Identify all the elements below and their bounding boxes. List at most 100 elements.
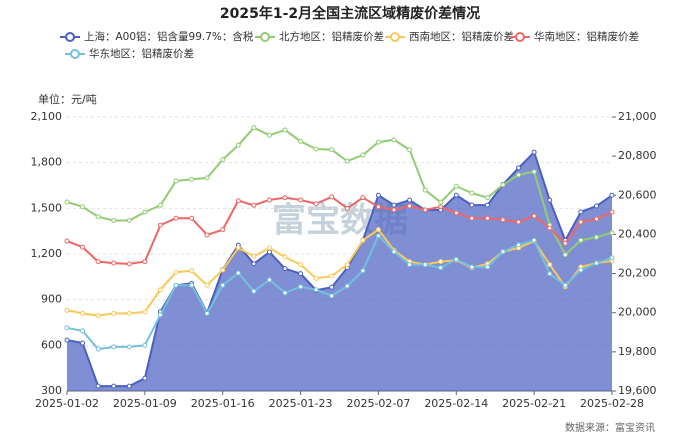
point (453, 183, 459, 189)
legend-label: 华东地区：铝精废价差 (89, 47, 194, 60)
point (220, 157, 226, 163)
point (189, 215, 195, 221)
point (173, 282, 179, 288)
x-tick-label: 2025-01-02 (35, 397, 99, 410)
point (516, 172, 522, 178)
point (562, 252, 568, 258)
point (609, 192, 615, 198)
point (298, 262, 304, 268)
point (142, 309, 148, 315)
point (329, 273, 335, 279)
point (360, 237, 366, 243)
point (484, 202, 490, 208)
line (66, 228, 613, 317)
legend-marker (260, 32, 270, 42)
point (593, 203, 599, 209)
point (95, 214, 101, 220)
point (251, 125, 257, 131)
point (204, 310, 210, 316)
point (126, 261, 132, 267)
point (531, 237, 537, 243)
point (266, 132, 272, 138)
point (126, 383, 132, 389)
point (422, 262, 428, 268)
point (282, 290, 288, 296)
legend-marker (65, 32, 75, 42)
line (66, 126, 613, 257)
point (142, 375, 148, 381)
point (235, 142, 241, 148)
point (266, 245, 272, 251)
point (407, 262, 413, 268)
legend-label: 北方地区：铝精废价差 (279, 30, 384, 43)
point (469, 215, 475, 221)
point (64, 238, 70, 244)
line (66, 233, 613, 351)
point (562, 282, 568, 288)
point (547, 225, 553, 231)
point (142, 259, 148, 265)
point (360, 268, 366, 274)
line (66, 195, 613, 265)
point (562, 240, 568, 246)
y-tick-label: 1,500 (31, 201, 63, 214)
y-tick-label: 600 (41, 338, 62, 351)
point (220, 267, 226, 273)
point (407, 203, 413, 209)
point (453, 256, 459, 262)
point (266, 277, 272, 283)
legend-marker (70, 49, 80, 59)
point (157, 312, 163, 318)
point (204, 232, 210, 238)
x-tick-label: 2025-02-28 (580, 397, 644, 410)
x-tick-label: 2025-01-09 (113, 397, 177, 410)
point (391, 249, 397, 255)
point (111, 383, 117, 389)
point (298, 138, 304, 144)
point (375, 192, 381, 198)
point (578, 219, 584, 225)
point (453, 192, 459, 198)
point (111, 218, 117, 224)
y2-tick-label: 20,200 (618, 267, 657, 280)
point (438, 204, 444, 210)
point (189, 176, 195, 182)
y-axis-label: 单位：元/吨 (38, 92, 97, 106)
point (157, 287, 163, 293)
point (126, 218, 132, 224)
point (531, 213, 537, 219)
point (282, 254, 288, 260)
point (204, 282, 210, 288)
y-tick-label: 300 (41, 384, 62, 397)
point (531, 169, 537, 175)
x-tick-label: 2025-02-07 (346, 397, 410, 410)
point (173, 178, 179, 184)
point (344, 158, 350, 164)
point (407, 197, 413, 203)
point (578, 267, 584, 273)
point (407, 147, 413, 153)
point (266, 249, 272, 255)
legend-marker (515, 32, 525, 42)
y2-tick-label: 21,000 (618, 110, 657, 123)
point (453, 210, 459, 216)
point (235, 198, 241, 204)
point (298, 284, 304, 290)
point (111, 260, 117, 266)
point (391, 207, 397, 213)
point (282, 266, 288, 272)
point (157, 202, 163, 208)
point (329, 293, 335, 299)
point (469, 264, 475, 270)
point (189, 282, 195, 288)
point (64, 337, 70, 343)
point (516, 165, 522, 171)
point (282, 195, 288, 201)
point (189, 268, 195, 274)
point (235, 245, 241, 251)
point (251, 202, 257, 208)
point (375, 204, 381, 210)
point (593, 260, 599, 266)
point (422, 207, 428, 213)
